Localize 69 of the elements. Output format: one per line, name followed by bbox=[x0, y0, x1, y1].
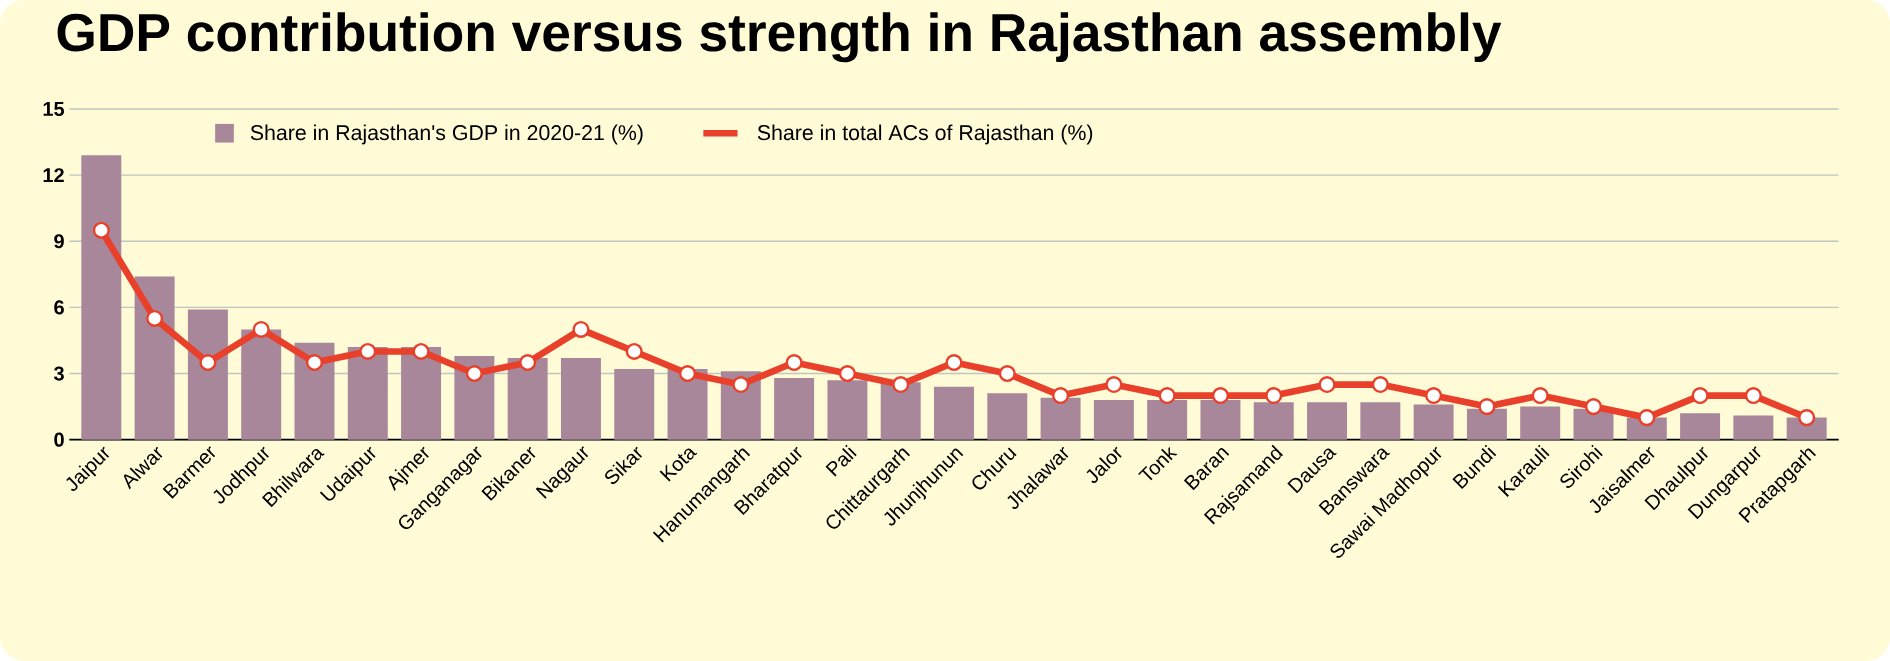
point bbox=[519, 353, 537, 372]
y-tick-label: 0 bbox=[54, 432, 64, 447]
point bbox=[1691, 387, 1709, 405]
point bbox=[1158, 387, 1176, 405]
y-tick-label: 15 bbox=[43, 102, 65, 116]
point bbox=[146, 309, 164, 327]
point bbox=[359, 342, 377, 361]
point bbox=[838, 365, 856, 383]
point bbox=[732, 376, 750, 394]
bar bbox=[880, 382, 921, 440]
point bbox=[1318, 376, 1336, 394]
point bbox=[1425, 387, 1443, 405]
y-tick-label: 3 bbox=[53, 366, 64, 381]
bar bbox=[81, 155, 122, 440]
bar bbox=[1680, 413, 1721, 440]
y-tick-label: 12 bbox=[43, 168, 64, 183]
point bbox=[305, 353, 324, 372]
bar bbox=[774, 377, 815, 440]
bar bbox=[560, 358, 601, 440]
point bbox=[1211, 387, 1229, 405]
chart-title: GDP contribution versus strength in Rajasthan assembly bbox=[57, 12, 1502, 63]
bar bbox=[1040, 397, 1081, 440]
point bbox=[892, 376, 910, 394]
point bbox=[945, 353, 963, 372]
bar bbox=[1253, 402, 1294, 440]
point bbox=[252, 320, 270, 338]
legend-label: Share in Rajasthan's GDP in 2020-21 (%) bbox=[250, 124, 643, 145]
point bbox=[1744, 387, 1762, 405]
bar bbox=[1307, 402, 1348, 440]
bar bbox=[1200, 399, 1241, 440]
bar bbox=[1520, 406, 1561, 440]
bar bbox=[827, 380, 868, 440]
bar bbox=[614, 369, 655, 440]
point bbox=[785, 353, 803, 372]
point bbox=[1531, 387, 1549, 405]
point bbox=[92, 221, 110, 239]
bar bbox=[1733, 415, 1774, 440]
bar bbox=[401, 347, 442, 440]
point bbox=[998, 365, 1016, 383]
bar bbox=[1413, 404, 1454, 440]
point bbox=[1052, 387, 1070, 405]
point bbox=[1638, 409, 1656, 427]
point bbox=[1265, 387, 1283, 405]
point bbox=[1798, 409, 1816, 427]
bar bbox=[507, 358, 548, 440]
y-tick-label: 9 bbox=[54, 234, 64, 249]
bar bbox=[1147, 399, 1188, 440]
bar bbox=[1093, 399, 1134, 440]
bar bbox=[987, 393, 1028, 440]
point bbox=[465, 365, 483, 383]
bar bbox=[347, 347, 388, 440]
point bbox=[572, 320, 590, 338]
point bbox=[412, 342, 430, 361]
bar bbox=[1360, 402, 1401, 440]
point bbox=[1371, 376, 1389, 394]
legend-label: Share in total ACs of Rajasthan (%) bbox=[757, 124, 1093, 145]
x-tick-label: Tonk bbox=[1138, 446, 1178, 481]
bar bbox=[934, 386, 974, 440]
point bbox=[1105, 376, 1123, 394]
point bbox=[625, 342, 643, 361]
point bbox=[679, 365, 697, 383]
point bbox=[1584, 398, 1603, 416]
bar bbox=[1466, 408, 1507, 440]
bar bbox=[241, 329, 282, 440]
bar bbox=[187, 309, 228, 440]
point bbox=[1478, 398, 1496, 416]
y-tick-label: 6 bbox=[54, 300, 64, 315]
point bbox=[199, 353, 217, 372]
bar bbox=[134, 276, 175, 440]
